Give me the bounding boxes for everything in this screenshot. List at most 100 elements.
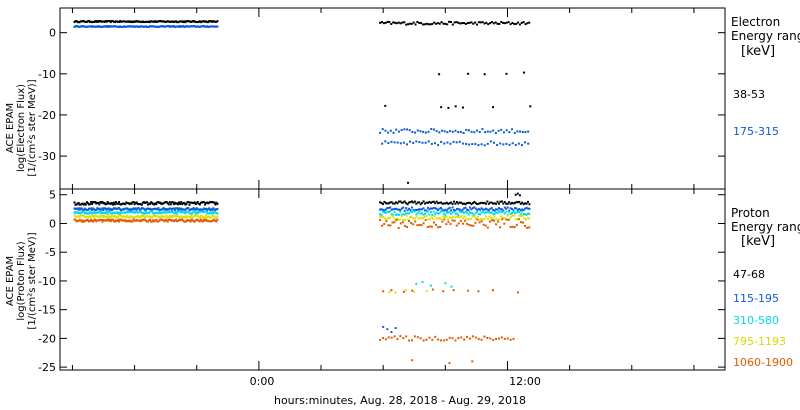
electron-series-2-point (75, 25, 78, 28)
electron-series-2-point (499, 142, 502, 145)
electron-series-2-point (184, 25, 187, 28)
electron-series-2-point (78, 26, 81, 29)
proton-series-3-point (197, 211, 200, 214)
electron-series-1-point (83, 20, 86, 23)
proton-series-4-point (206, 216, 209, 219)
electron-series-2-point (194, 25, 197, 28)
electron-series-2-point (163, 25, 166, 28)
electron-series-2-point (182, 25, 185, 28)
proton-series-3-point (387, 210, 390, 213)
electron-series-2-point (508, 131, 511, 134)
electron-series-2-point (418, 141, 421, 144)
proton-series-5-point (189, 220, 192, 223)
proton-series-5-point (98, 219, 101, 222)
proton-series-3-point (431, 214, 434, 217)
proton-series-4-point (453, 216, 456, 219)
proton-series-1-point (82, 203, 85, 206)
electron-legend-series-1: 38-53 (733, 88, 765, 101)
proton-series-1-point (187, 201, 190, 204)
proton-series-4-point (458, 216, 461, 219)
proton-series-4-point (200, 215, 203, 218)
proton-series-5-point (150, 220, 153, 223)
proton-series-5-point (420, 224, 423, 227)
electron-series-2-point (104, 25, 107, 28)
proton-series-3-point (115, 211, 118, 214)
electron-series-2-point (93, 25, 96, 28)
proton-series-5-point (213, 218, 216, 221)
proton-series-1-point (119, 203, 122, 206)
proton-series-5-point (108, 218, 111, 221)
proton-series-4-point (155, 215, 158, 218)
proton-series-2-point (524, 207, 527, 210)
electron-series-2-point (449, 129, 452, 132)
proton-series-5-point (147, 220, 150, 223)
proton-y-tick-label: 0 (49, 217, 56, 230)
electron-series-1-point (173, 20, 176, 23)
electron-series-2-point (131, 25, 134, 28)
electron-series-2-point (173, 25, 176, 28)
proton-series-3-point (148, 211, 151, 214)
proton-series-4-point (420, 217, 423, 220)
electron-series-2-point (430, 142, 433, 145)
proton-series-4-point (435, 217, 438, 220)
electron-series-1-point (483, 22, 486, 25)
proton-series-3-point (106, 212, 109, 215)
proton-series-5-point (137, 219, 140, 222)
proton-series-5-point (212, 219, 215, 222)
proton-series-2-point (78, 207, 81, 210)
proton-series-1-point (170, 201, 173, 204)
electron-series-1-point (170, 20, 173, 23)
proton-series-5-point (135, 218, 138, 221)
proton-series-4-point (165, 214, 168, 217)
proton-series-4-point (417, 217, 420, 220)
proton-series-1-point (437, 202, 440, 205)
proton-series-3-point (503, 212, 506, 215)
proton-series-4-point (77, 215, 80, 218)
proton-series-1-point (153, 203, 156, 206)
proton-series-1-point (435, 200, 438, 203)
electron-series-2-point (128, 25, 131, 28)
proton-series-1-point (201, 201, 204, 204)
electron-series-1-point (204, 20, 207, 23)
electron-series-2-point (457, 131, 460, 134)
proton-series-4-point (398, 218, 401, 221)
proton-series-2-point (81, 208, 84, 211)
electron-series-1-point (132, 20, 135, 23)
proton-series-3-point (487, 211, 490, 214)
proton-series-5-point (381, 337, 384, 340)
proton-series-3-point (479, 213, 482, 216)
electron-series-2-point (419, 130, 422, 133)
electron-series-1-point (105, 20, 108, 23)
proton-series-2-point (202, 207, 205, 210)
electron-series-2-point (440, 140, 443, 143)
proton-series-3-point (493, 212, 496, 215)
electron-series-1-point (416, 20, 419, 23)
electron-series-1-point (468, 21, 471, 24)
electron-series-2-point (80, 25, 83, 28)
electron-series-1-point (179, 20, 182, 23)
proton-series-1-point (526, 200, 529, 203)
proton-series-1-point (461, 202, 464, 205)
proton-series-2-point (186, 207, 189, 210)
electron-series-2-point (412, 141, 415, 144)
proton-series-4-point (397, 218, 400, 221)
proton-series-2-point (105, 209, 108, 212)
proton-series-1-point (175, 202, 178, 205)
proton-series-3-point (432, 210, 435, 213)
proton-series-5-point (184, 220, 187, 223)
electron-series-2-point (142, 25, 145, 28)
proton-series-2-point (98, 207, 101, 210)
electron-series-1-point (410, 22, 413, 25)
proton-series-2-point (212, 207, 215, 210)
electron-series-2-point (183, 25, 186, 28)
proton-series-5-point (163, 220, 166, 223)
proton-series-2-point (197, 208, 200, 211)
proton-series-2-point (526, 207, 529, 210)
proton-series-5-point (162, 219, 165, 222)
proton-series-3-point (467, 213, 470, 216)
proton-series-1-point (500, 200, 503, 203)
electron-series-2-point (493, 141, 496, 144)
electron-series-2-point (107, 25, 110, 28)
proton-series-1-point (493, 202, 496, 205)
proton-series-4-point (392, 216, 395, 219)
